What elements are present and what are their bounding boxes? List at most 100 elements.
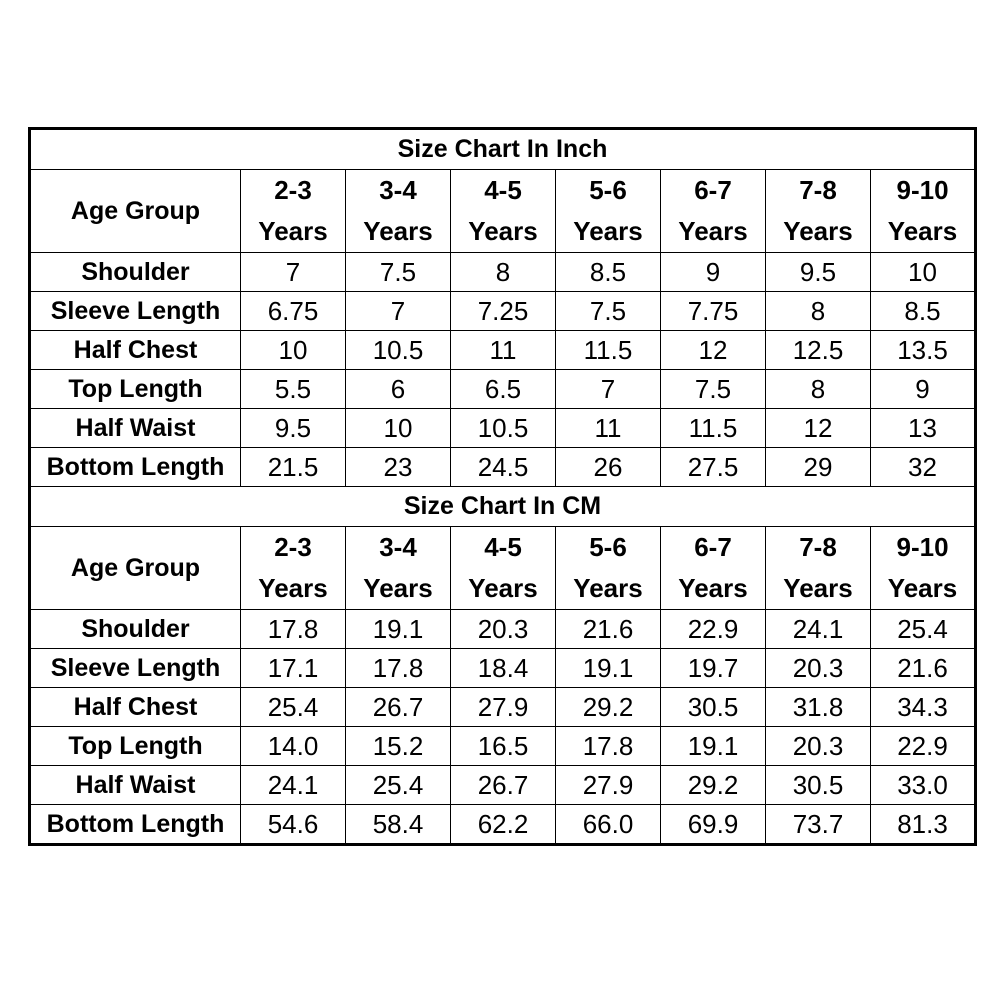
age-range: 2-3 — [274, 532, 312, 562]
table-row: Shoulder 17.8 19.1 20.3 21.6 22.9 24.1 25.4 — [29, 609, 977, 649]
measurement-value: 31.8 — [765, 687, 871, 727]
age-unit: Years — [887, 216, 958, 246]
age-unit: Years — [783, 573, 853, 603]
measurement-value: 24.1 — [765, 609, 871, 649]
measurement-value: 9 — [869, 369, 977, 409]
section-title-row-inch: Size Chart In Inch — [28, 128, 977, 170]
measurement-value: 29.2 — [555, 687, 661, 727]
measurement-value: 8.5 — [869, 291, 977, 331]
age-unit: Years — [783, 216, 853, 246]
age-range: 5-6 — [589, 532, 627, 562]
table-row: Half Chest 10 10.5 11 11.5 12 12.5 13.5 — [29, 330, 977, 370]
measurement-value: 13 — [869, 408, 977, 448]
age-column-header-cm: 3-4 Years — [345, 526, 451, 610]
measurement-value: 20.3 — [450, 609, 556, 649]
age-unit: Years — [678, 573, 748, 603]
section-title-row-cm: Size Chart In CM — [28, 486, 977, 527]
measurement-value: 8 — [765, 291, 871, 331]
measurement-value: 62.2 — [450, 804, 556, 845]
age-group-header-inch: Age Group — [29, 169, 241, 253]
measurement-value: 11 — [450, 330, 556, 370]
measurement-value: 10 — [345, 408, 451, 448]
measurement-value: 58.4 — [345, 804, 451, 845]
measurement-value: 20.3 — [765, 648, 871, 688]
age-range: 3-4 — [379, 532, 417, 562]
measurement-value: 11.5 — [660, 408, 766, 448]
age-column-header-cm: 7-8 Years — [765, 526, 871, 610]
measurement-value: 11 — [555, 408, 661, 448]
age-range: 6-7 — [694, 532, 732, 562]
measurement-value: 7.25 — [450, 291, 556, 331]
measurement-value: 9.5 — [765, 252, 871, 292]
age-range: 2-3 — [274, 175, 312, 205]
measurement-value: 12 — [765, 408, 871, 448]
measurement-value: 26.7 — [450, 765, 556, 805]
age-unit: Years — [468, 216, 538, 246]
age-range: 5-6 — [589, 175, 627, 205]
age-column-header-inch: 6-7 Years — [660, 169, 766, 253]
age-range: 7-8 — [799, 532, 837, 562]
measurement-value: 8 — [450, 252, 556, 292]
age-unit: Years — [573, 573, 643, 603]
measurement-value: 15.2 — [345, 726, 451, 766]
measurement-value: 26.7 — [345, 687, 451, 727]
size-chart-body: Size Chart In Inch Age Group 2-3 Years 3-4 Ye… — [28, 128, 977, 845]
measurement-value: 7 — [240, 252, 346, 292]
measurement-value: 9.5 — [240, 408, 346, 448]
measurement-value: 9 — [660, 252, 766, 292]
measurement-value: 7 — [555, 369, 661, 409]
measurement-value: 12 — [660, 330, 766, 370]
measurement-value: 30.5 — [765, 765, 871, 805]
measurement-value: 10 — [240, 330, 346, 370]
measurement-value: 13.5 — [869, 330, 977, 370]
measurement-value: 30.5 — [660, 687, 766, 727]
measurement-value: 10 — [869, 252, 977, 292]
age-unit: Years — [258, 216, 328, 246]
measurement-value: 20.3 — [765, 726, 871, 766]
age-column-header-cm: 5-6 Years — [555, 526, 661, 610]
age-range: 7-8 — [799, 175, 837, 205]
measurement-value: 19.1 — [345, 609, 451, 649]
measurement-value: 69.9 — [660, 804, 766, 845]
age-column-header-cm: 2-3 Years — [240, 526, 346, 610]
table-row: Shoulder 7 7.5 8 8.5 9 9.5 10 — [29, 252, 977, 292]
measurement-value: 7 — [345, 291, 451, 331]
measurement-value: 22.9 — [660, 609, 766, 649]
age-column-header-cm: 4-5 Years — [450, 526, 556, 610]
measurement-value: 24.1 — [240, 765, 346, 805]
measurement-value: 19.1 — [660, 726, 766, 766]
age-column-header-cm: 6-7 Years — [660, 526, 766, 610]
measurement-value: 6.75 — [240, 291, 346, 331]
age-unit: Years — [468, 573, 538, 603]
table-row: Half Waist 24.1 25.4 26.7 27.9 29.2 30.5 33.0 — [29, 765, 977, 805]
measurement-value: 10.5 — [345, 330, 451, 370]
measurement-value: 81.3 — [869, 804, 977, 845]
age-column-header-inch: 9-10 Years — [869, 169, 977, 253]
measurement-value: 19.7 — [660, 648, 766, 688]
measurement-value: 7.5 — [345, 252, 451, 292]
measurement-value: 21.5 — [240, 447, 346, 487]
measurement-value: 25.4 — [240, 687, 346, 727]
age-range: 3-4 — [379, 175, 417, 205]
measurement-label: Top Length — [29, 369, 241, 409]
age-range: 4-5 — [484, 532, 522, 562]
table-row: Top Length 5.5 6 6.5 7 7.5 8 9 — [29, 369, 977, 409]
measurement-value: 17.1 — [240, 648, 346, 688]
measurement-value: 8 — [765, 369, 871, 409]
table-row: Bottom Length 21.5 23 24.5 26 27.5 29 32 — [29, 447, 977, 487]
age-column-header-inch: 7-8 Years — [765, 169, 871, 253]
measurement-value: 73.7 — [765, 804, 871, 845]
measurement-value: 7.75 — [660, 291, 766, 331]
age-unit: Years — [363, 573, 433, 603]
table-row: Top Length 14.0 15.2 16.5 17.8 19.1 20.3 22.9 — [29, 726, 977, 766]
measurement-value: 33.0 — [869, 765, 977, 805]
age-unit: Years — [363, 216, 433, 246]
measurement-label: Shoulder — [29, 252, 241, 292]
measurement-value: 54.6 — [240, 804, 346, 845]
measurement-value: 32 — [869, 447, 977, 487]
measurement-value: 21.6 — [555, 609, 661, 649]
measurement-value: 14.0 — [240, 726, 346, 766]
section-title-cm: Size Chart In CM — [28, 486, 977, 527]
measurement-value: 7.5 — [660, 369, 766, 409]
measurement-value: 23 — [345, 447, 451, 487]
